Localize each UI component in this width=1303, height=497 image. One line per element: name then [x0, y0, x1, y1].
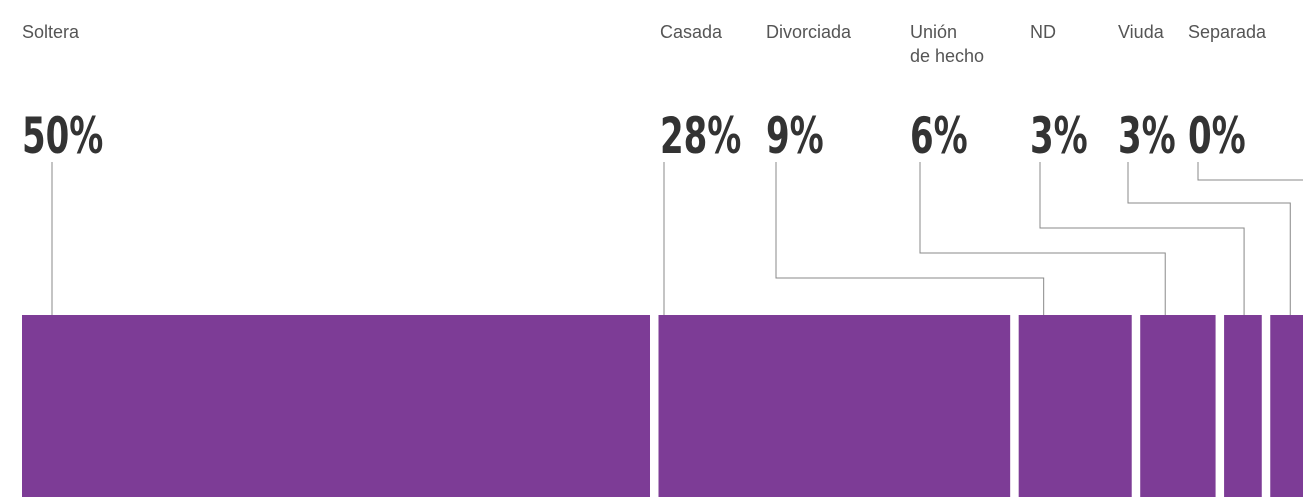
leader-line — [775, 162, 1045, 315]
value-label-group: 6% — [910, 107, 968, 165]
bar — [1224, 315, 1262, 497]
value-label-group: 0% — [1188, 107, 1246, 165]
value-label: 3% — [1118, 107, 1176, 165]
bar — [1018, 315, 1132, 497]
category-label: Viuda — [1118, 22, 1165, 42]
value-label-group: 3% — [1030, 107, 1088, 165]
category-label: Casada — [660, 22, 723, 42]
value-label: 50% — [22, 107, 103, 165]
value-label-group: 50% — [22, 107, 103, 165]
leader-line — [1039, 162, 1245, 315]
bar — [22, 315, 650, 497]
value-label-group: 3% — [1118, 107, 1176, 165]
leader-line — [919, 162, 1166, 315]
value-label: 28% — [660, 107, 741, 165]
value-label: 3% — [1030, 107, 1088, 165]
bar — [1140, 315, 1216, 497]
leader-line — [1197, 162, 1303, 181]
value-label-group: 28% — [660, 107, 741, 165]
category-label: Divorciada — [766, 22, 852, 42]
category-label: ND — [1030, 22, 1056, 42]
category-label: Separada — [1188, 22, 1267, 42]
value-label: 0% — [1188, 107, 1246, 165]
bar — [1270, 315, 1303, 497]
value-label: 6% — [910, 107, 968, 165]
leader-line — [1127, 162, 1291, 315]
bar — [658, 315, 1011, 497]
category-label: Unión de hecho — [910, 22, 984, 66]
value-label-group: 9% — [766, 107, 824, 165]
category-label: Soltera — [22, 22, 80, 42]
value-label: 9% — [766, 107, 824, 165]
